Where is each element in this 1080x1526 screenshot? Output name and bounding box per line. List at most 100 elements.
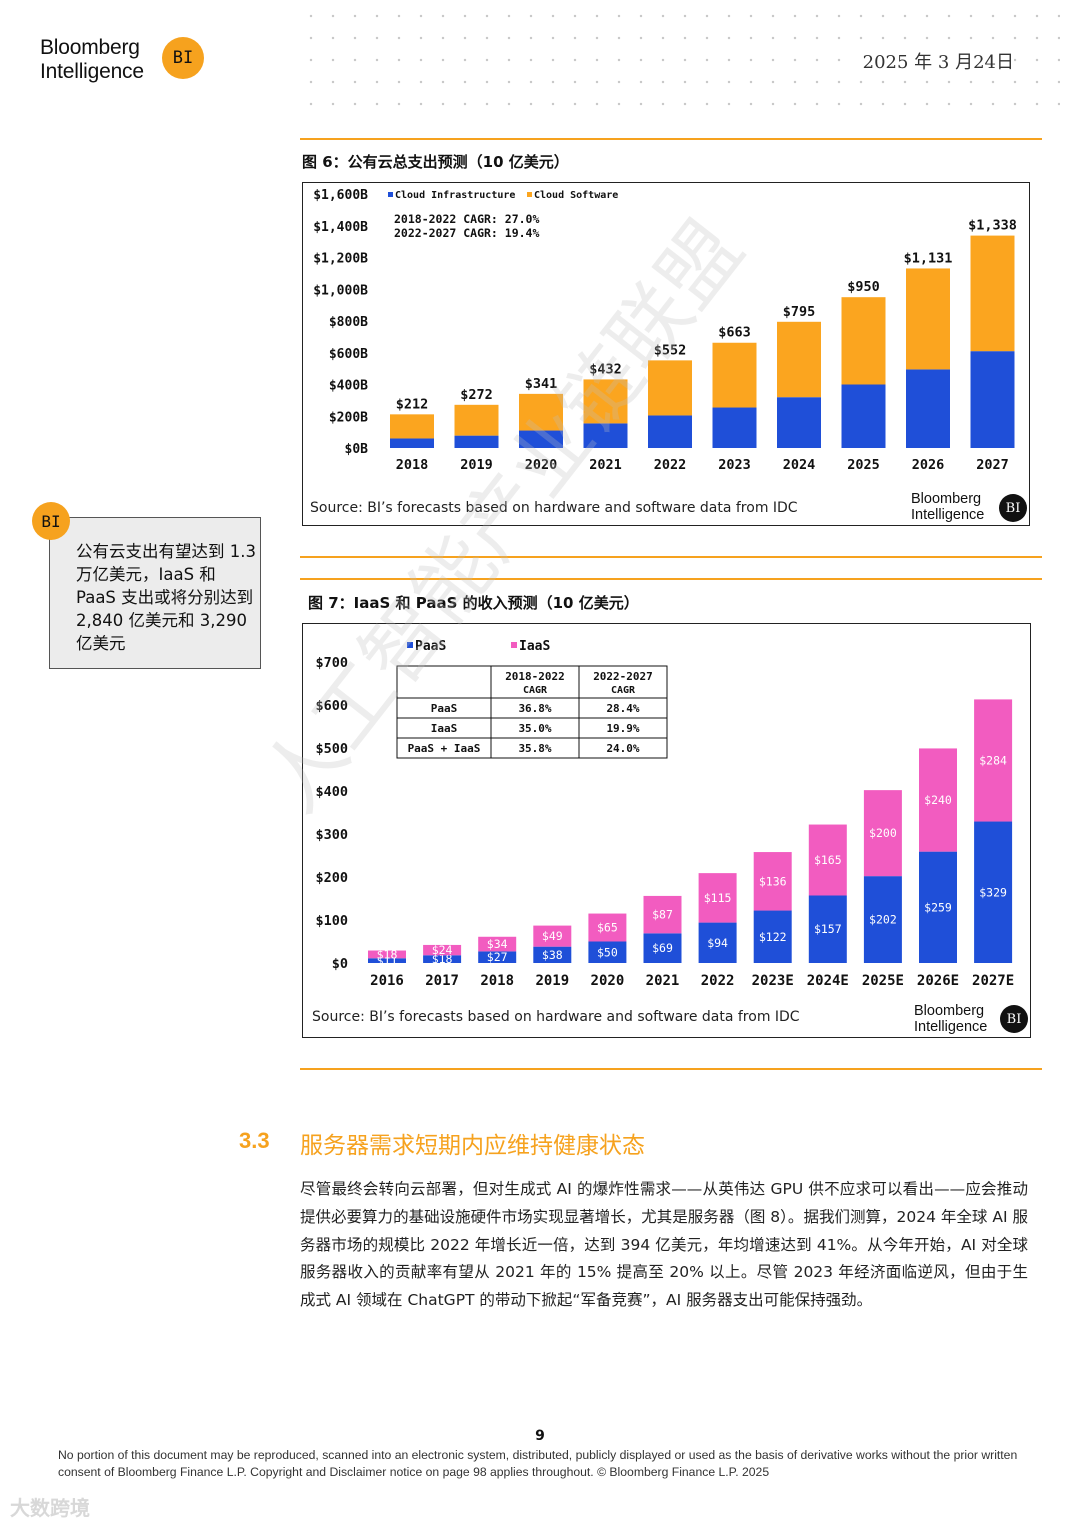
- fig7-table-cell: PaaS: [431, 702, 458, 715]
- fig7-table-cell: 19.9%: [606, 722, 639, 735]
- fig7-segment-label: $259: [924, 900, 952, 914]
- fig6-bar-cloud-software: [390, 414, 434, 439]
- fig7-table-header: 2018-2022: [505, 670, 565, 683]
- figure7-brand-line-2: Intelligence: [914, 1019, 988, 1035]
- fig6-total-label: $212: [396, 396, 429, 412]
- fig6-y-tick-label: $1,000B: [313, 283, 368, 298]
- fig7-table-header-sub: CAGR: [523, 685, 548, 696]
- divider-fig7-bottom: [300, 1068, 1042, 1070]
- fig7-x-tick-label: 2017: [425, 973, 459, 989]
- fig7-segment-label: $18: [432, 952, 453, 966]
- fig7-table-cell: 24.0%: [606, 742, 639, 755]
- fig6-bar-cloud-software: [906, 268, 950, 370]
- fig7-segment-label: $240: [924, 793, 952, 807]
- fig7-segment-label: $27: [487, 950, 508, 964]
- figure6-brand-line-1: Bloomberg: [911, 491, 982, 507]
- bloomberg-intelligence-logo: Bloomberg Intelligence: [40, 36, 144, 84]
- fig7-x-tick-label: 2016: [370, 973, 404, 989]
- fig6-y-tick-label: $1,600B: [313, 188, 368, 203]
- fig6-legend-swatch: [527, 192, 532, 197]
- fig7-table-cell: IaaS: [431, 722, 458, 735]
- fig7-table-cell: 28.4%: [606, 702, 639, 715]
- fig7-bar-iaas: [643, 895, 682, 934]
- fig7-table-cell: 35.8%: [518, 742, 551, 755]
- figure7-brand: Bloomberg Intelligence: [914, 1003, 987, 1035]
- fig6-bar-cloud-software: [648, 360, 692, 416]
- fig6-bar-cloud-infrastructure: [906, 369, 950, 448]
- figure7-source: Source: BI’s forecasts based on hardware…: [312, 1009, 800, 1025]
- figure6-brand-line-2: Intelligence: [911, 507, 985, 523]
- callout-bi-badge: BI: [32, 502, 70, 540]
- figure7-bi-badge: BI: [1000, 1005, 1028, 1033]
- logo-line-2: Intelligence: [40, 60, 144, 83]
- fig7-segment-label: $50: [597, 945, 618, 959]
- figure7-chart: $0$100$200$300$400$500$600$700$11$182016…: [315, 639, 1014, 989]
- fig7-segment-label: $49: [542, 929, 563, 943]
- fig6-legend-swatch: [388, 192, 393, 197]
- fig6-bar-cloud-infrastructure: [777, 397, 821, 448]
- fig7-legend-label: IaaS: [519, 639, 550, 654]
- fig7-bar-paas: [919, 851, 957, 963]
- fig7-bar-iaas: [368, 950, 406, 959]
- callout-text: 公有云支出有望达到 1.3 万亿美元，IaaS 和 PaaS 支出或将分别达到 …: [76, 542, 256, 653]
- fig7-legend-swatch: [407, 642, 413, 648]
- figure6-chart: $0B $200B $400B $600B $800B $1,000B $1,200B $1,…: [313, 188, 1017, 473]
- fig6-bar-cloud-software: [970, 235, 1015, 352]
- fig6-y-tick-label: $1,400B: [313, 220, 368, 235]
- fig6-total-label: $272: [460, 387, 493, 403]
- fig6-x-tick-label: 2024: [783, 457, 816, 473]
- fig7-y-tick-label: $700: [315, 655, 348, 671]
- fig7-segment-label: $24: [432, 943, 453, 957]
- fig7-bar-iaas: [919, 748, 957, 852]
- fig7-bar-iaas: [423, 944, 462, 956]
- figure7-title: 图 7：IaaS 和 PaaS 的收入预测（10 亿美元）: [308, 594, 639, 612]
- fig6-bar-cloud-software: [454, 404, 499, 436]
- figure7-brand-line-1: Bloomberg: [914, 1003, 985, 1019]
- fig7-x-tick-label: 2021: [646, 973, 680, 989]
- fig7-x-tick-label: 2018: [480, 973, 514, 989]
- fig6-bar-cloud-infrastructure: [841, 384, 886, 448]
- fig7-bar-iaas: [808, 824, 847, 896]
- section-number: 3.3: [239, 1128, 270, 1153]
- fig6-x-tick-label: 2027: [976, 457, 1009, 473]
- fig7-x-tick-label: 2019: [535, 973, 569, 989]
- fig7-segment-label: $165: [814, 853, 842, 867]
- fig6-x-tick-label: 2020: [525, 457, 558, 473]
- fig7-bar-paas: [478, 951, 517, 963]
- fig6-total-label: $432: [589, 361, 622, 377]
- fig6-total-label: $795: [783, 304, 816, 320]
- fig7-cagr-table: [396, 665, 668, 759]
- fig7-legend-label: PaaS: [415, 639, 446, 654]
- fig6-x-tick-label: 2022: [654, 457, 687, 473]
- fig7-segment-label: $94: [707, 936, 728, 950]
- fig7-bar-paas: [753, 910, 792, 963]
- fig7-segment-label: $200: [869, 826, 897, 840]
- fig6-x-tick-label: 2021: [589, 457, 622, 473]
- fig7-segment-label: $122: [759, 930, 787, 944]
- fig7-table-header: 2022-2027: [593, 670, 653, 683]
- corner-watermark: 大数跨境: [10, 1496, 90, 1520]
- fig7-segment-label: $69: [652, 941, 673, 955]
- fig7-bar-paas: [588, 941, 627, 963]
- copyright-disclaimer: No portion of this document may be repro…: [58, 1448, 1018, 1479]
- fig6-total-label: $663: [718, 325, 751, 341]
- fig6-legend-label: Cloud Infrastructure: [395, 190, 515, 201]
- fig6-bar-cloud-software: [519, 393, 563, 431]
- fig6-bar-cloud-infrastructure: [712, 407, 757, 448]
- fig7-bar-paas: [698, 922, 737, 963]
- fig7-bar-paas: [974, 821, 1013, 963]
- fig7-x-tick-label: 2026E: [917, 973, 959, 989]
- fig7-table-cell: 36.8%: [518, 702, 551, 715]
- fig6-y-tick-label: $1,200B: [313, 252, 368, 267]
- fig7-bar-paas: [423, 955, 462, 963]
- fig6-y-tick-label: $200B: [329, 410, 368, 425]
- fig7-segment-label: $87: [652, 908, 673, 922]
- fig6-bar-cloud-software: [712, 342, 757, 408]
- fig7-legend-swatch: [511, 642, 517, 648]
- fig7-x-tick-label: 2024E: [807, 973, 849, 989]
- figure6-chart-frame: $0B $200B $400B $600B $800B $1,000B $1,200B $1,…: [302, 182, 1030, 526]
- fig6-bar-cloud-software: [777, 321, 821, 398]
- fig7-segment-label: $18: [377, 947, 398, 961]
- fig7-bar-paas: [808, 895, 847, 963]
- fig7-y-tick-label: $400: [315, 784, 348, 800]
